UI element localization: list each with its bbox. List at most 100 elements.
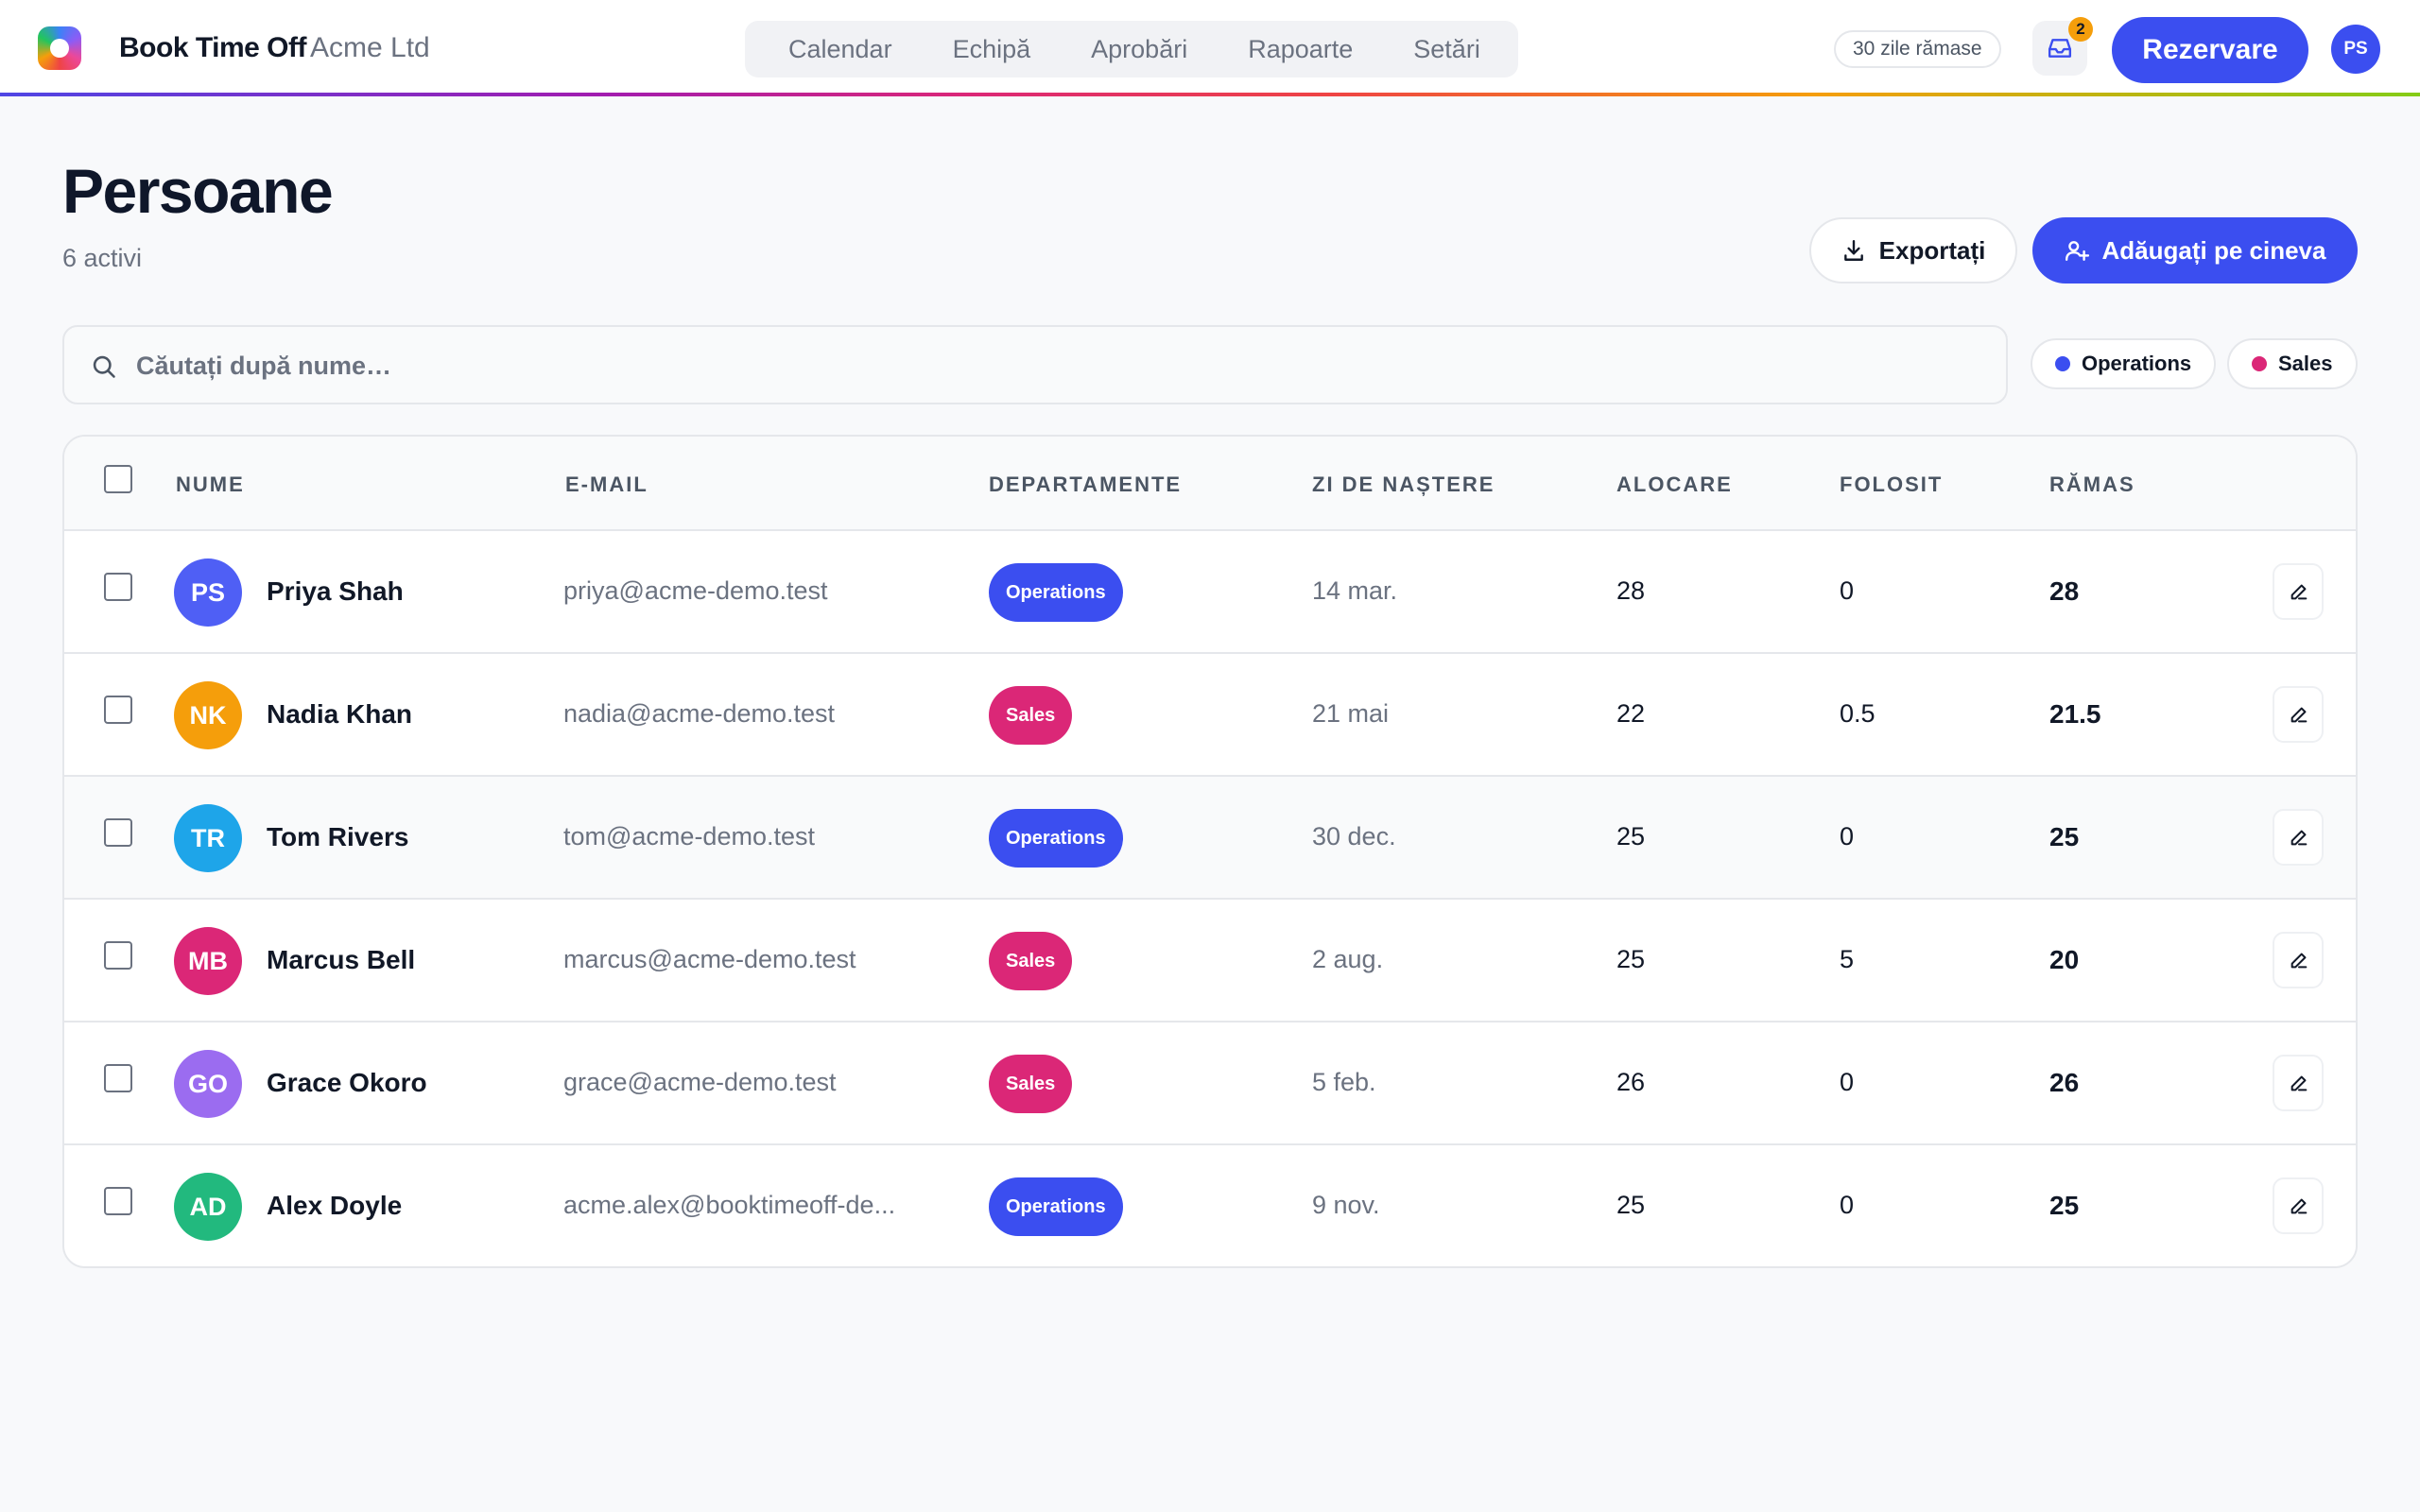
organization-name: Acme Ltd <box>310 32 430 63</box>
remaining-value: 20 <box>2049 945 2080 974</box>
column-email[interactable]: E-MAIL <box>565 472 648 496</box>
avatar: GO <box>174 1050 242 1118</box>
birthday-value: 9 nov. <box>1312 1191 1380 1219</box>
add-person-button[interactable]: Adăugați pe cineva <box>2032 217 2358 284</box>
edit-button[interactable] <box>2273 809 2324 866</box>
birthday-value: 14 mar. <box>1312 576 1398 605</box>
header-gradient-divider <box>0 93 2420 96</box>
nav-item-reports[interactable]: Rapoarte <box>1248 35 1354 63</box>
download-icon <box>1843 240 1863 261</box>
main-nav: Calendar Echipă Aprobări Rapoarte Setări <box>745 21 1518 77</box>
inbox-count-badge: 2 <box>2068 17 2093 42</box>
top-bar: Book Time Off Acme Ltd Calendar Echipă A… <box>0 0 2420 96</box>
allocation-value: 25 <box>1616 945 1646 973</box>
days-remaining-badge: 30 zile rămase <box>1834 30 2001 68</box>
birthday-value: 21 mai <box>1312 699 1390 728</box>
search-icon <box>93 355 115 378</box>
person-email: grace@acme-demo.test <box>563 1068 837 1096</box>
filter-chip-sales[interactable]: Sales <box>2227 338 2358 389</box>
row-checkbox[interactable] <box>104 818 132 847</box>
person-name[interactable]: Priya Shah <box>267 576 404 606</box>
user-avatar[interactable]: PS <box>2331 25 2380 74</box>
row-checkbox[interactable] <box>104 941 132 970</box>
table-row[interactable]: TR Tom Rivers tom@acme-demo.test Operations… <box>64 777 2356 900</box>
column-used[interactable]: FOLOSIT <box>1840 472 1944 496</box>
row-checkbox[interactable] <box>104 573 132 601</box>
department-badge: Operations <box>989 1177 1123 1236</box>
department-badge: Operations <box>989 563 1123 622</box>
table-row[interactable]: MB Marcus Bell marcus@acme-demo.test Sales 2… <box>64 900 2356 1022</box>
remaining-value: 26 <box>2049 1068 2080 1097</box>
used-value: 0 <box>1840 1191 1855 1219</box>
department-badge: Operations <box>989 809 1123 868</box>
avatar: PS <box>174 558 242 627</box>
allocation-value: 28 <box>1616 576 1646 605</box>
column-birthday[interactable]: ZI DE NAȘTERE <box>1312 472 1495 496</box>
book-button[interactable]: Rezervare <box>2112 17 2308 83</box>
edit-icon <box>2290 830 2308 846</box>
select-all-checkbox[interactable] <box>104 465 132 493</box>
person-email: marcus@acme-demo.test <box>563 945 856 973</box>
row-checkbox[interactable] <box>104 1064 132 1092</box>
filter-chip-operations[interactable]: Operations <box>2031 338 2217 389</box>
row-checkbox[interactable] <box>104 696 132 724</box>
search-box <box>62 325 2008 404</box>
column-name[interactable]: NUME <box>176 472 245 496</box>
used-value: 0 <box>1840 1068 1855 1096</box>
person-email: nadia@acme-demo.test <box>563 699 836 728</box>
remaining-value: 28 <box>2049 576 2080 606</box>
column-allocation[interactable]: ALOCARE <box>1616 472 1733 496</box>
sales-dot <box>2252 356 2267 371</box>
inbox-button[interactable]: 2 <box>2032 17 2093 76</box>
person-email: acme.alex@booktimeoff-de... <box>563 1191 896 1219</box>
remaining-value: 25 <box>2049 822 2080 851</box>
person-email: priya@acme-demo.test <box>563 576 828 605</box>
person-name[interactable]: Marcus Bell <box>267 945 416 974</box>
avatar: AD <box>174 1173 242 1241</box>
birthday-value: 2 aug. <box>1312 945 1384 973</box>
edit-icon <box>2290 584 2308 600</box>
people-table: NUME E-MAIL DEPARTAMENTE ZI DE NAȘTERE A… <box>62 435 2358 1268</box>
export-button[interactable]: Exportați <box>1809 217 2017 284</box>
app-logo-icon[interactable] <box>38 26 81 70</box>
nav-item-calendar[interactable]: Calendar <box>788 35 892 63</box>
edit-button[interactable] <box>2273 686 2324 743</box>
brand-name: Book Time Off <box>119 32 306 63</box>
avatar: TR <box>174 804 242 872</box>
inbox-icon <box>2048 39 2072 58</box>
department-badge: Sales <box>989 1055 1073 1113</box>
person-name[interactable]: Grace Okoro <box>267 1068 427 1097</box>
person-email: tom@acme-demo.test <box>563 822 815 850</box>
edit-icon <box>2290 953 2308 969</box>
table-row[interactable]: GO Grace Okoro grace@acme-demo.test Sales 5 … <box>64 1022 2356 1145</box>
avatar: MB <box>174 927 242 995</box>
row-checkbox[interactable] <box>104 1187 132 1215</box>
edit-button[interactable] <box>2273 563 2324 620</box>
table-row[interactable]: PS Priya Shah priya@acme-demo.test Operatio… <box>64 531 2356 654</box>
used-value: 0 <box>1840 822 1855 850</box>
nav-item-approvals[interactable]: Aprobări <box>1091 35 1188 63</box>
table-row[interactable]: NK Nadia Khan nadia@acme-demo.test Sales 21 … <box>64 654 2356 777</box>
column-remaining[interactable]: RĂMAS <box>2049 472 2135 496</box>
edit-button[interactable] <box>2273 1055 2324 1111</box>
used-value: 0.5 <box>1840 699 1876 728</box>
operations-dot <box>2055 356 2070 371</box>
search-input[interactable] <box>136 342 1932 389</box>
nav-item-settings[interactable]: Setări <box>1413 35 1480 63</box>
column-departments[interactable]: DEPARTAMENTE <box>989 472 1183 496</box>
person-name[interactable]: Tom Rivers <box>267 822 409 851</box>
page-title: Persoane <box>62 156 334 226</box>
edit-icon <box>2290 1198 2308 1214</box>
edit-icon <box>2290 707 2308 723</box>
edit-icon <box>2290 1075 2308 1091</box>
allocation-value: 26 <box>1616 1068 1646 1096</box>
person-name[interactable]: Alex Doyle <box>267 1191 403 1220</box>
table-header: NUME E-MAIL DEPARTAMENTE ZI DE NAȘTERE A… <box>64 437 2356 531</box>
edit-button[interactable] <box>2273 932 2324 988</box>
nav-item-team[interactable]: Echipă <box>952 35 1031 63</box>
remaining-value: 21.5 <box>2049 699 2101 729</box>
table-row[interactable]: AD Alex Doyle acme.alex@booktimeoff-de... O… <box>64 1145 2356 1266</box>
person-name[interactable]: Nadia Khan <box>267 699 413 729</box>
edit-button[interactable] <box>2273 1177 2324 1234</box>
filter-label: Sales <box>2278 352 2333 375</box>
